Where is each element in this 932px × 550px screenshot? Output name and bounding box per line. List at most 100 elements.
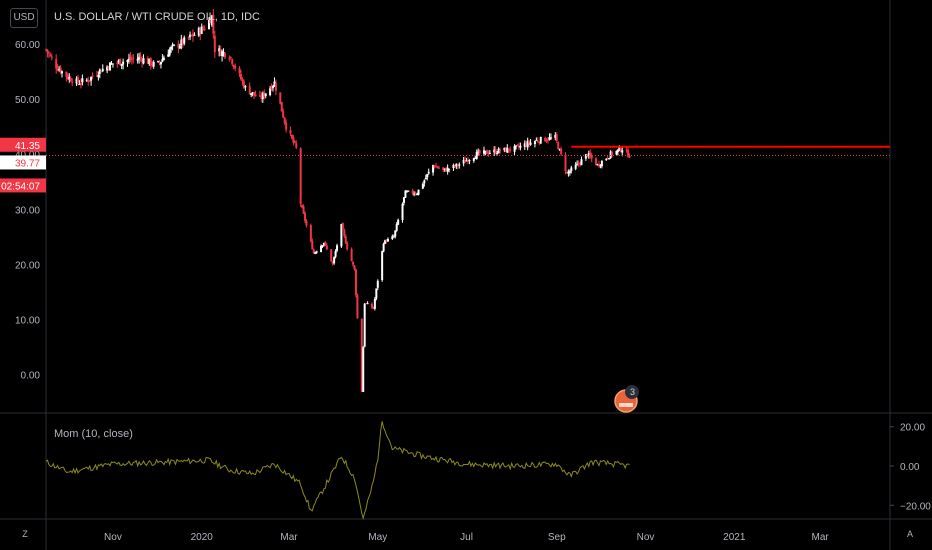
- time-tick-label: Jul: [460, 532, 473, 543]
- candle-body: [202, 28, 205, 30]
- candle-body: [554, 135, 557, 138]
- candle-body: [385, 240, 388, 242]
- candle-body: [228, 58, 231, 60]
- momentum-tick-label: 0.00: [900, 462, 920, 473]
- level-price-label-bg: [0, 137, 46, 152]
- candle-body: [414, 193, 417, 195]
- currency-button[interactable]: USD: [10, 8, 38, 28]
- candle-body: [71, 81, 74, 83]
- candle-body: [421, 183, 424, 189]
- candle-body: [376, 280, 379, 288]
- candle-body: [50, 56, 53, 58]
- candle-body: [519, 145, 522, 148]
- candle-body: [334, 251, 337, 257]
- candle-body: [90, 76, 93, 81]
- candle-body: [218, 48, 221, 52]
- candle-body: [356, 295, 359, 319]
- candle-body: [221, 51, 224, 57]
- bar-countdown-label: 02:54:07: [1, 181, 40, 192]
- candle-body: [535, 139, 538, 141]
- price-tick-label: 30.00: [15, 205, 40, 216]
- candle-body: [181, 39, 184, 44]
- candle-body: [528, 141, 531, 144]
- candle-body: [341, 223, 344, 230]
- candle-body: [474, 157, 477, 159]
- candle-body: [475, 152, 478, 159]
- horizontal-level[interactable]: [46, 145, 890, 156]
- zoom-icon[interactable]: Z: [22, 529, 28, 539]
- candle-body: [485, 150, 488, 154]
- candle-body: [405, 191, 408, 193]
- candle-body: [526, 141, 529, 148]
- candle-body: [311, 240, 314, 250]
- candle-body: [322, 242, 325, 246]
- candle-body: [413, 193, 416, 195]
- candle-body: [157, 61, 160, 63]
- candle-body: [295, 143, 298, 148]
- time-axis[interactable]: Nov 2020 Mar May Jul Sep Nov 2021 Mar: [104, 532, 829, 543]
- candle-body: [280, 101, 283, 112]
- candle-body: [95, 75, 98, 77]
- candle-body: [270, 86, 273, 90]
- candle-body: [504, 147, 507, 152]
- candle-body: [488, 152, 491, 154]
- candle-body: [191, 33, 194, 37]
- candle-body: [616, 149, 619, 153]
- candle-body: [404, 190, 407, 198]
- candle-body: [360, 318, 363, 392]
- candle-body: [529, 142, 532, 145]
- candle-body: [391, 236, 394, 240]
- candle-body: [110, 63, 113, 65]
- candle-body: [579, 163, 582, 165]
- candle-body: [506, 147, 509, 153]
- candle-body: [483, 150, 486, 154]
- candle-body: [88, 80, 91, 82]
- candle-body: [394, 230, 397, 237]
- candle-body: [315, 251, 318, 253]
- auto-scale-button[interactable]: A: [906, 529, 913, 539]
- candle-body: [170, 46, 173, 50]
- candle-body: [58, 69, 61, 71]
- indicator-title[interactable]: Mom (10, close): [54, 428, 133, 440]
- candle-body: [171, 44, 174, 46]
- candle-body: [159, 61, 162, 65]
- momentum-axis[interactable]: 20.00 0.00 −20.00: [890, 423, 931, 513]
- candle-body: [515, 145, 518, 147]
- candle-body: [210, 15, 213, 25]
- candle-body: [312, 249, 315, 254]
- candle-body: [293, 141, 296, 143]
- candle-body: [523, 143, 526, 147]
- candle-body: [509, 149, 512, 151]
- candle-body: [353, 265, 356, 270]
- candle-body: [375, 288, 378, 299]
- event-badge[interactable]: 3: [614, 385, 639, 413]
- candle-body: [503, 147, 506, 151]
- candle-body: [301, 205, 304, 208]
- candle-body: [423, 180, 426, 184]
- candle-body: [445, 169, 448, 172]
- candle-body: [132, 57, 135, 59]
- candle-body: [152, 62, 155, 67]
- candle-body: [333, 257, 336, 264]
- candle-body: [462, 159, 465, 164]
- candle-body: [382, 243, 385, 252]
- candle-body: [200, 26, 203, 34]
- candle-body: [223, 53, 226, 58]
- candle-body: [484, 150, 487, 152]
- candle-body: [599, 165, 602, 167]
- candle-body: [615, 150, 618, 155]
- candle-body: [168, 49, 171, 56]
- candle-body: [229, 56, 232, 58]
- candle-body: [557, 142, 560, 150]
- candle-body: [285, 122, 288, 130]
- candle-body: [372, 307, 375, 309]
- candle-body: [446, 167, 449, 172]
- candle-body: [586, 154, 589, 157]
- candle-body: [525, 143, 528, 147]
- candle-body: [187, 37, 190, 39]
- momentum-series: [45, 421, 630, 521]
- candle-body: [350, 248, 353, 262]
- time-tick-label: May: [368, 532, 387, 543]
